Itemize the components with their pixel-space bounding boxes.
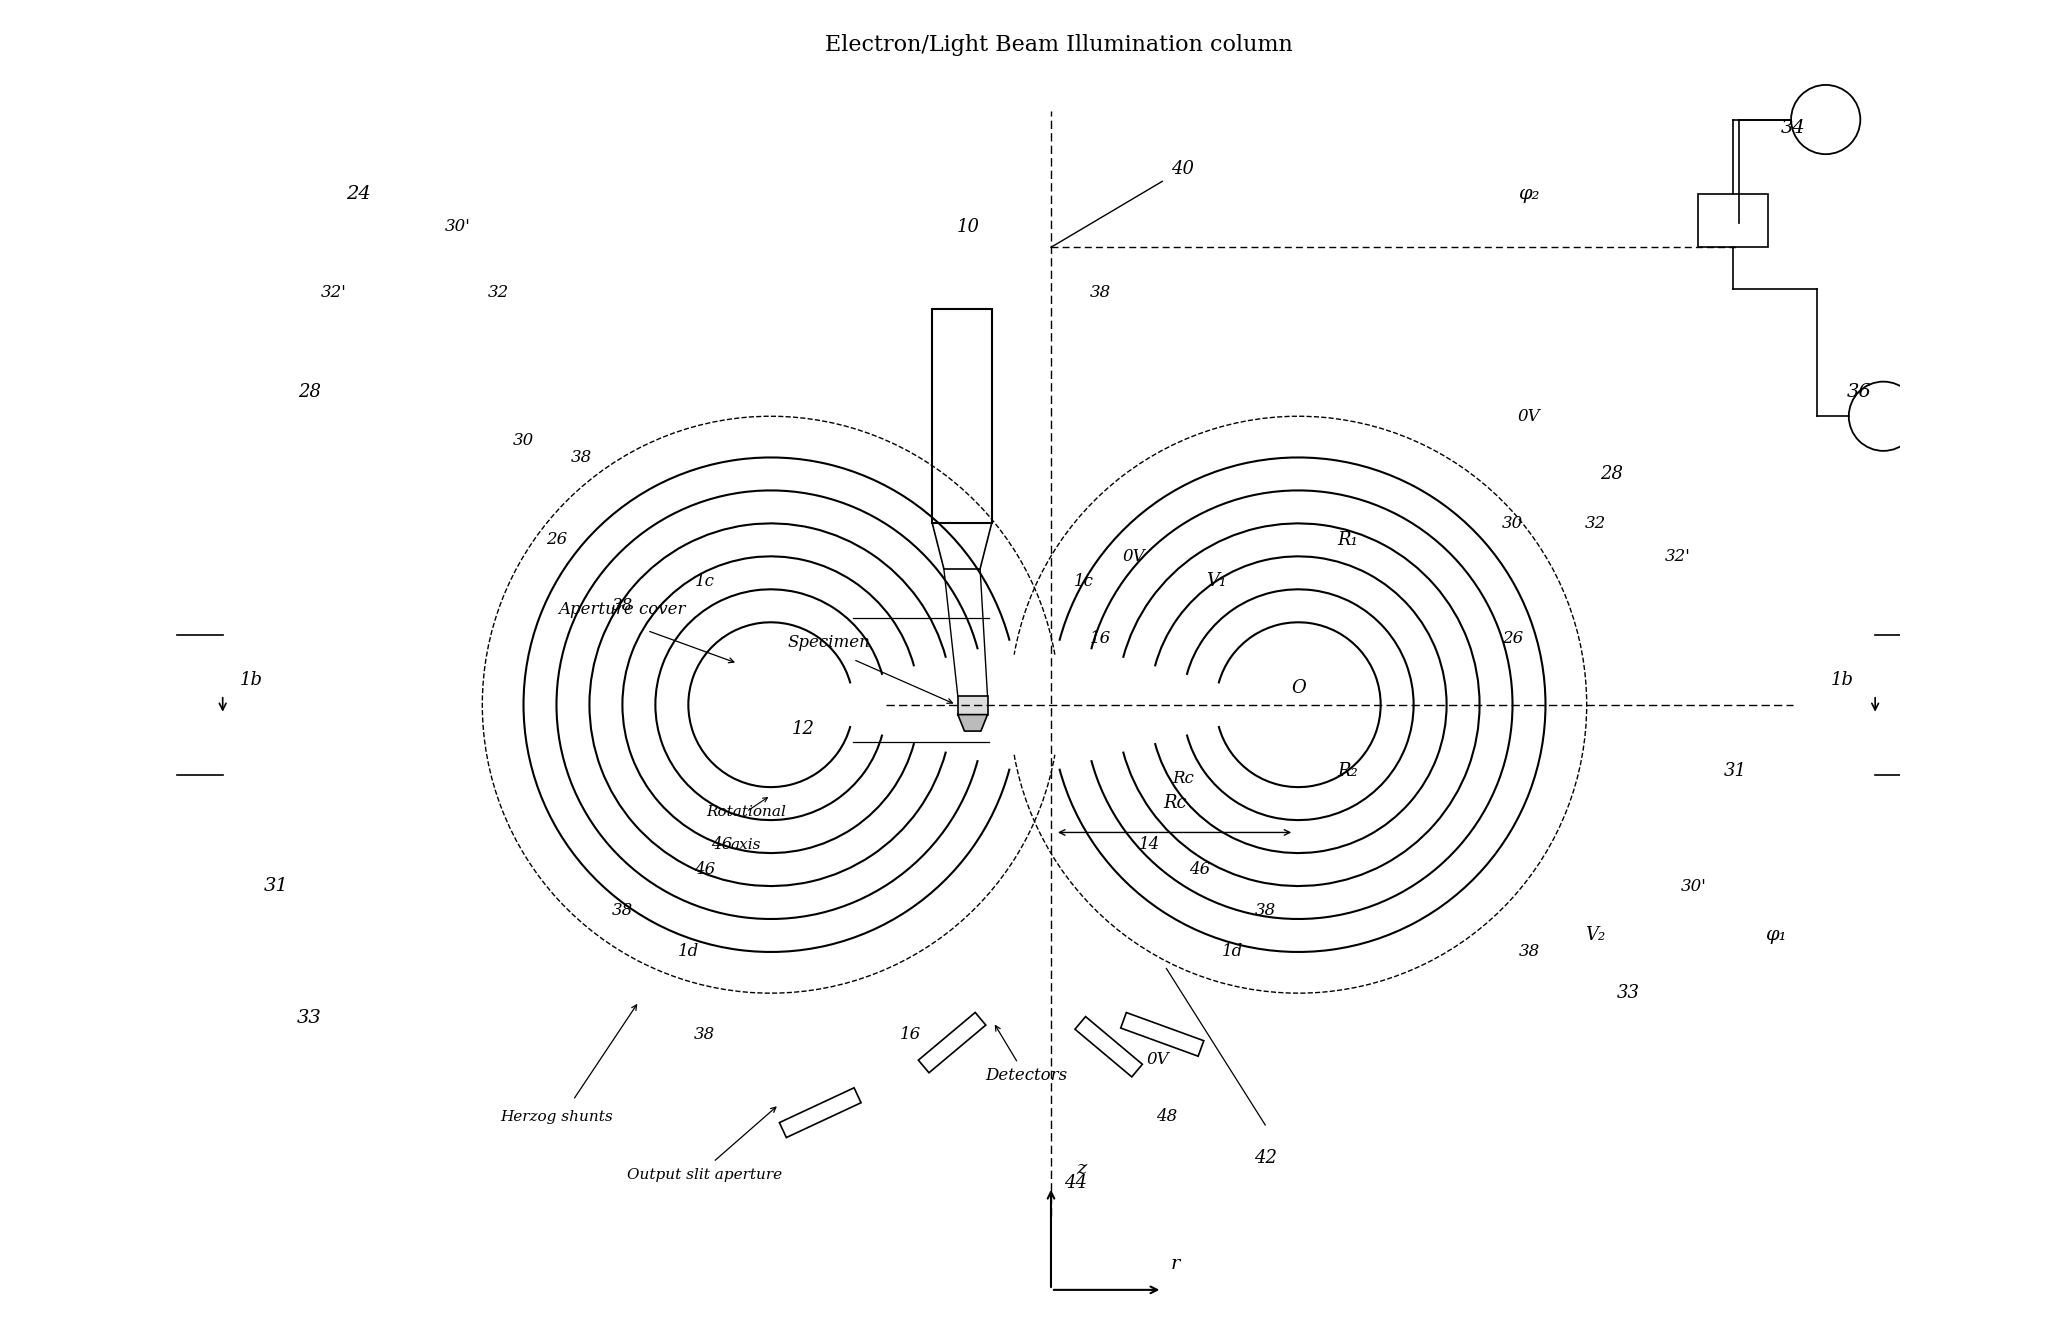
Text: 40: 40: [1171, 161, 1194, 178]
Bar: [1121, 1013, 1204, 1056]
Text: 28: 28: [1599, 464, 1622, 483]
Text: 44: 44: [1063, 1173, 1086, 1192]
Text: 0V: 0V: [1146, 1051, 1169, 1068]
Text: V₁: V₁: [1206, 572, 1227, 591]
Bar: [919, 1013, 985, 1072]
Text: 10: 10: [958, 218, 981, 236]
Text: Specimen: Specimen: [786, 634, 869, 652]
Text: 0V: 0V: [1121, 548, 1144, 565]
Text: Detectors: Detectors: [985, 1067, 1068, 1084]
Text: 28: 28: [298, 382, 321, 401]
Text: 14: 14: [1140, 836, 1161, 853]
Text: V₂: V₂: [1585, 926, 1606, 945]
Text: 32': 32': [1663, 548, 1690, 565]
Bar: [958, 697, 987, 715]
Text: 42: 42: [1254, 1149, 1277, 1166]
Text: 30': 30': [445, 218, 470, 235]
Text: 38: 38: [612, 902, 633, 920]
Text: 32: 32: [1585, 515, 1606, 532]
Text: 24: 24: [346, 184, 370, 203]
Text: 34: 34: [1779, 119, 1804, 137]
Text: 48: 48: [1157, 1108, 1177, 1125]
Text: Rotational: Rotational: [706, 805, 786, 819]
Text: φ₂: φ₂: [1519, 184, 1539, 203]
Text: z: z: [1076, 1161, 1086, 1178]
Text: 46: 46: [710, 836, 732, 853]
Text: 1c: 1c: [1074, 572, 1095, 589]
Text: r: r: [1171, 1255, 1179, 1274]
Bar: [780, 1088, 861, 1137]
Text: 16: 16: [1090, 630, 1111, 648]
Text: 38: 38: [1090, 284, 1111, 301]
Text: 30: 30: [513, 433, 534, 450]
Text: 1b: 1b: [240, 671, 263, 689]
Text: 1d: 1d: [1221, 943, 1243, 961]
Text: Rc: Rc: [1163, 794, 1186, 812]
Text: axis: axis: [730, 837, 761, 852]
Text: 38: 38: [1519, 943, 1539, 961]
Text: 16: 16: [900, 1026, 921, 1043]
Text: R₂: R₂: [1337, 762, 1357, 780]
Text: 26: 26: [1502, 630, 1523, 648]
Text: 32: 32: [488, 284, 509, 301]
Text: 0V: 0V: [1519, 407, 1539, 425]
Text: R₁: R₁: [1337, 531, 1357, 549]
Text: 12: 12: [792, 721, 815, 738]
Text: 46: 46: [695, 861, 716, 878]
Text: 30': 30': [1680, 877, 1707, 894]
Text: 1b: 1b: [1831, 671, 1854, 689]
Text: 1c: 1c: [695, 572, 714, 589]
Text: 30: 30: [1502, 515, 1523, 532]
Polygon shape: [958, 715, 987, 731]
Text: 46: 46: [1190, 861, 1210, 878]
Bar: [933, 309, 991, 523]
Text: 33: 33: [1616, 985, 1639, 1002]
Text: 38: 38: [695, 1026, 716, 1043]
Bar: [1076, 1016, 1142, 1078]
Text: Aperture cover: Aperture cover: [559, 601, 687, 618]
Bar: [1699, 194, 1769, 247]
Text: Output slit aperture: Output slit aperture: [627, 1168, 782, 1181]
Text: φ₁: φ₁: [1765, 926, 1788, 945]
Text: 32': 32': [321, 284, 348, 301]
Text: 38: 38: [1254, 902, 1277, 920]
Text: 38: 38: [612, 597, 633, 614]
Text: 26: 26: [546, 531, 567, 548]
Text: 38: 38: [571, 449, 592, 466]
Text: Electron/Light Beam Illumination column: Electron/Light Beam Illumination column: [826, 35, 1293, 56]
Text: Rc: Rc: [1171, 771, 1194, 787]
Text: 33: 33: [296, 1009, 321, 1027]
Text: 1d: 1d: [679, 943, 699, 961]
Text: O: O: [1291, 679, 1306, 697]
Text: 31: 31: [265, 877, 290, 894]
Text: 36: 36: [1846, 382, 1870, 401]
Text: Herzog shunts: Herzog shunts: [501, 1109, 612, 1124]
Text: 31: 31: [1723, 762, 1746, 780]
